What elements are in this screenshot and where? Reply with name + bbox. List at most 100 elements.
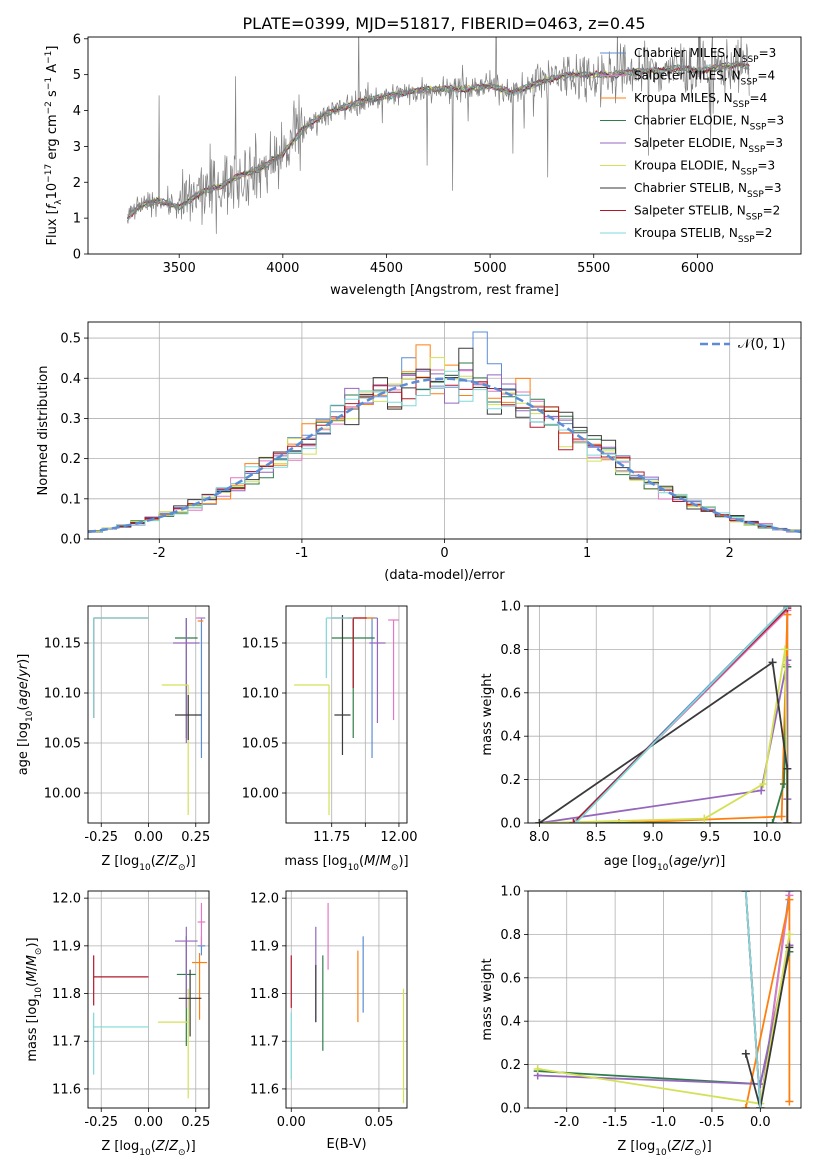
mass-weight-marker	[759, 779, 768, 788]
x-tick-label: 3500	[163, 261, 196, 276]
mass-weight-marker	[785, 930, 794, 939]
frame: -2 -1 0 1 2 0.0 0.1 0.2 0.3 0.4 0.5	[60, 321, 802, 561]
x-axis-label: Z [log10(Z/Z⊙)]	[617, 1139, 711, 1158]
x-axis-label: E(B-V)	[326, 1137, 366, 1152]
frame: -0.25 0.00 0.25 10.00 10.05 10.10 10.15	[44, 605, 210, 845]
x-tick-label: 1	[583, 546, 591, 561]
legend-entry: Chabrier ELODIE, NSSP=3	[634, 114, 784, 133]
y-tick-label: 4	[73, 104, 81, 119]
x-axis-label: Z [log10(Z/Z⊙)]	[101, 854, 195, 873]
observed-spectrum-line	[127, 37, 750, 234]
mass-weight-marker	[535, 819, 544, 823]
y-tick-label: 11.7	[250, 1035, 279, 1050]
x-tick-label: -0.25	[84, 1115, 118, 1130]
x-tick-label: 8.5	[586, 830, 607, 845]
errorbar-point	[157, 988, 189, 1099]
mass-weight-marker	[569, 819, 578, 823]
mass-weight-marker	[700, 814, 709, 823]
axes-frame	[527, 890, 802, 1109]
mass-weight-marker	[785, 943, 794, 952]
x-tick-label: 0.00	[277, 1115, 306, 1130]
plot-area	[535, 606, 792, 823]
frame: -0.25 0.00 0.25 11.6 11.7 11.8 11.9 12.0	[52, 890, 210, 1130]
mass-weight-marker	[785, 895, 794, 904]
errorbar-point	[93, 955, 149, 1006]
y-tick-label: 12.0	[250, 892, 279, 907]
errorbar-point	[173, 618, 200, 743]
plot-area	[290, 902, 405, 1104]
y-tick-label: 10.10	[44, 687, 81, 702]
plot-area	[93, 902, 208, 1099]
errorbar-point	[93, 617, 149, 718]
plot-area	[88, 331, 801, 534]
mass-weight-marker	[777, 812, 786, 821]
x-tick-label: -2.0	[554, 1115, 579, 1130]
x-tick-label: -1.5	[602, 1115, 627, 1130]
y-tick-label: 0.8	[500, 643, 521, 658]
mass-weight-line	[744, 891, 762, 1108]
y-tick-label: 0.2	[500, 773, 521, 788]
y-axis-label: mass weight	[480, 958, 495, 1040]
legend-entry: 𝒩(0, 1)	[738, 337, 785, 352]
y-tick-label: 0.3	[60, 412, 81, 427]
mass-weight-line	[538, 660, 789, 823]
mass-weight-series	[535, 658, 792, 823]
x-tick-label: 0.25	[181, 1115, 210, 1130]
mass-weight-marker	[533, 1064, 542, 1073]
panel-mass-vs-EBV: 0.00 0.05 11.6 11.7 11.8 11.9 12.0 E(B-V)	[250, 890, 408, 1152]
errorbar-point	[93, 617, 149, 718]
errorbar-point	[191, 953, 208, 1020]
x-tick-label: 5000	[474, 261, 507, 276]
frame: 8.0 8.5 9.0 9.5 10.0 0.0 0.2 0.4 0.6 0.8 1.0	[500, 600, 802, 845]
panel-massweight-vs-age: 8.0 8.5 9.0 9.5 10.0 0.0 0.2 0.4 0.6 0.8 1.0 age [l…	[480, 600, 802, 873]
axes-frame	[87, 36, 802, 255]
mass-weight-marker	[768, 658, 777, 667]
y-tick-label: 0.6	[500, 971, 521, 986]
axes-frame	[87, 605, 210, 824]
y-tick-label: 12.0	[52, 892, 81, 907]
mass-weight-series	[741, 895, 794, 1108]
y-tick-label: 1.0	[500, 885, 521, 900]
errorbar-point	[334, 615, 351, 755]
panel-spectrum: 3500 4000 4500 5000 5500 6000 0 1 2 3 4 5 6 wavelengt…	[44, 32, 802, 298]
plot-area	[127, 37, 750, 234]
x-tick-label: 4500	[370, 261, 403, 276]
y-axis-label: mass [log10(M/M⊙)]	[25, 937, 44, 1061]
y-tick-label: 10.15	[242, 637, 279, 652]
mass-weight-marker	[741, 1104, 750, 1108]
y-tick-label: 0.8	[500, 928, 521, 943]
axes-frame	[527, 605, 802, 824]
panel-age-vs-mass: 11.75 12.00 10.00 10.05 10.10 10.15 mass [log1…	[242, 605, 418, 873]
y-tick-label: 6	[73, 32, 81, 47]
y-tick-label: 0.1	[60, 492, 81, 507]
legend-entry: Kroupa MILES, NSSP=4	[634, 91, 767, 110]
panel-residuals: -2 -1 0 1 2 0.0 0.1 0.2 0.3 0.4 0.5 (data-model)/er…	[36, 321, 802, 583]
errorbar-point	[325, 617, 354, 678]
grid	[286, 606, 407, 823]
y-tick-label: 11.9	[52, 939, 81, 954]
frame: 3500 4000 4500 5000 5500 6000 0 1 2 3 4 5 6	[73, 32, 802, 276]
errorbar-point	[369, 618, 386, 723]
y-tick-label: 11.6	[52, 1082, 81, 1097]
legend-entry: Kroupa ELODIE, NSSP=3	[634, 159, 775, 178]
histogram-series	[88, 370, 801, 533]
legend-entry: Salpeter MILES, NSSP=4	[634, 69, 775, 88]
axes-frame	[285, 890, 408, 1109]
x-tick-label: 12.00	[380, 830, 417, 845]
x-tick-label: -1	[295, 546, 308, 561]
y-tick-label: 0	[73, 248, 81, 263]
y-axis-label: age [log10(age/yr)]	[16, 654, 35, 776]
y-tick-label: 0.4	[500, 1015, 521, 1030]
errorbar-point	[294, 684, 330, 815]
y-tick-label: 0.4	[500, 730, 521, 745]
y-tick-label: 0.5	[60, 332, 81, 347]
mass-weight-marker	[781, 645, 790, 654]
errorbar-point	[197, 902, 206, 946]
y-tick-label: 11.8	[250, 987, 279, 1002]
axes-frame	[87, 890, 210, 1109]
y-axis-label: Normed distribution	[36, 366, 51, 496]
y-tick-label: 10.05	[44, 737, 81, 752]
y-tick-label: 0.0	[500, 1102, 521, 1117]
x-tick-label: 0.00	[134, 830, 163, 845]
